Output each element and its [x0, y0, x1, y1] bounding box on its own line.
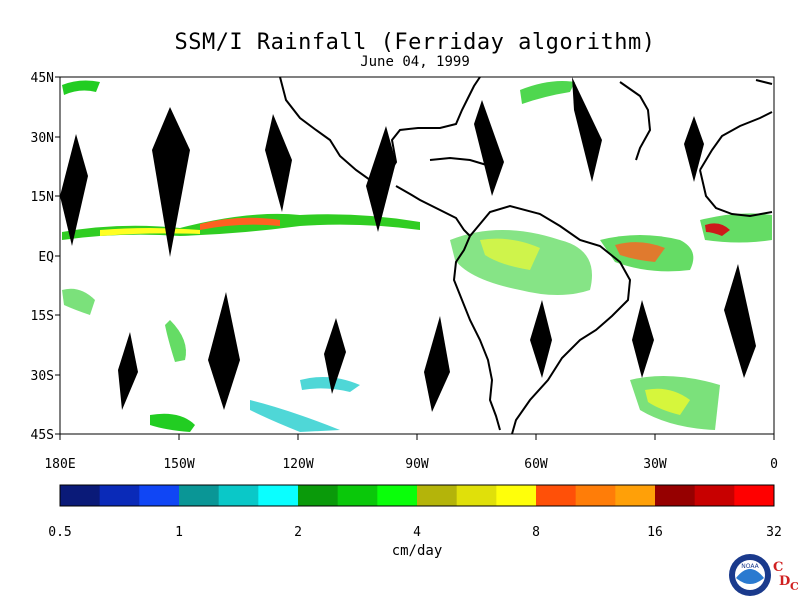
colorbar-tick-32: 32	[766, 525, 782, 540]
noaa-cdc-logo: NOAA C D C	[729, 554, 799, 596]
rainfall-field	[62, 80, 772, 432]
colorbar-swatch	[60, 485, 101, 506]
colorbar-swatch	[734, 485, 775, 506]
colorbar-tick-16: 16	[647, 525, 663, 540]
lat-label-eq: EQ	[38, 250, 54, 265]
colorbar-swatch	[99, 485, 140, 506]
colorbar-swatch	[496, 485, 537, 506]
lon-label-60w: 60W	[524, 457, 548, 472]
colorbar-tick-1: 1	[175, 525, 183, 540]
colorbar-swatch	[575, 485, 616, 506]
colorbar-tick-0-5: 0.5	[48, 525, 71, 540]
colorbar-swatch	[258, 485, 299, 506]
lon-label-120w: 120W	[282, 457, 313, 472]
colorbar	[59, 484, 775, 507]
colorbar-swatch	[694, 485, 735, 506]
cdc-letter-d: D	[779, 574, 790, 589]
lat-label-45n: 45N	[31, 71, 54, 86]
cdc-letter-c2: C	[790, 580, 799, 593]
coastlines	[279, 76, 773, 435]
lat-label-30s: 30S	[31, 369, 54, 384]
noaa-logo-text: NOAA	[741, 563, 759, 570]
latitude-axis: 45N 30N 15N EQ 15S 30S 45S	[31, 71, 60, 443]
lat-label-15n: 15N	[31, 190, 54, 205]
colorbar-tick-8: 8	[532, 525, 540, 540]
lon-label-150w: 150W	[163, 457, 194, 472]
colorbar-swatch	[218, 485, 259, 506]
cdc-letter-c1: C	[773, 560, 783, 575]
colorbar-swatch	[615, 485, 656, 506]
colorbar-swatch	[298, 485, 339, 506]
colorbar-swatch	[655, 485, 696, 506]
map-title: SSM/I Rainfall (Ferriday algorithm)	[174, 30, 656, 55]
colorbar-swatch	[377, 485, 418, 506]
lat-label-15s: 15S	[31, 309, 54, 324]
lat-label-30n: 30N	[31, 131, 54, 146]
lon-label-90w: 90W	[405, 457, 429, 472]
colorbar-tick-2: 2	[294, 525, 302, 540]
lat-label-45s: 45S	[31, 428, 54, 443]
colorbar-swatch	[179, 485, 220, 506]
colorbar-swatch	[337, 485, 378, 506]
colorbar-border	[59, 484, 775, 507]
lon-label-180e: 180E	[44, 457, 75, 472]
map-date: June 04, 1999	[360, 54, 470, 70]
colorbar-swatch	[456, 485, 497, 506]
lon-label-30w: 30W	[643, 457, 667, 472]
colorbar-tick-4: 4	[413, 525, 421, 540]
colorbar-labels: 0.5 1 2 4 8 16 32 cm/day	[48, 525, 782, 559]
colorbar-swatch	[417, 485, 458, 506]
lon-label-0: 0	[770, 457, 778, 472]
colorbar-swatch	[139, 485, 180, 506]
colorbar-unit: cm/day	[392, 543, 443, 559]
colorbar-swatch	[536, 485, 577, 506]
data-gap-swaths	[60, 77, 756, 412]
longitude-axis: 180E 150W 120W 90W 60W 30W 0	[44, 434, 778, 472]
